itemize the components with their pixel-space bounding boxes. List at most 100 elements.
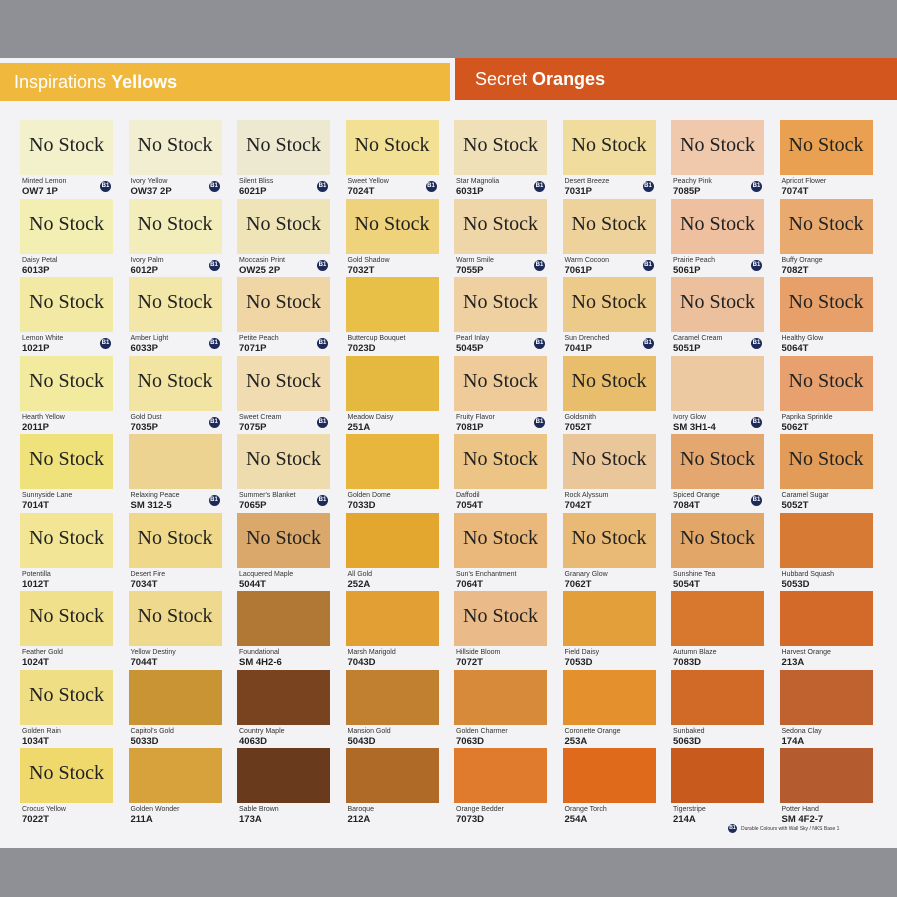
color-name: Marsh Marigold xyxy=(347,649,396,656)
swatch: No Stock xyxy=(454,355,547,411)
color-code: 5062T xyxy=(781,421,809,433)
stock-label: No Stock xyxy=(463,212,538,235)
color-name: Daffodil xyxy=(456,492,480,499)
color-code: 7085P xyxy=(673,186,701,197)
stock-label: No Stock xyxy=(680,134,755,156)
color-name: Golden Wonder xyxy=(130,806,180,813)
color-code: 251A xyxy=(347,421,371,433)
color-code: 7052T xyxy=(564,421,592,433)
color-code: 253A xyxy=(564,735,588,747)
swatch: No Stock xyxy=(779,198,873,254)
base-badge: B1 xyxy=(642,338,654,349)
swatch: No Stock xyxy=(562,198,656,254)
swatch xyxy=(454,748,547,803)
color-name: Desert Fire xyxy=(130,570,166,578)
color-code: 7044T xyxy=(130,657,158,668)
base-badge: B1 xyxy=(751,495,762,506)
stock-label: No Stock xyxy=(571,291,647,313)
color-name: Field Daisy xyxy=(564,649,600,656)
color-name: Summer's Blanket xyxy=(239,492,296,499)
stock-label: No Stock xyxy=(571,134,647,156)
color-code: 5063D xyxy=(673,735,701,747)
color-code: 214A xyxy=(673,814,696,825)
swatch: No Stock xyxy=(20,434,113,489)
color-name: Golden Dome xyxy=(347,492,391,499)
swatch: No Stock xyxy=(237,512,330,568)
swatch xyxy=(562,591,656,646)
stock-label: No Stock xyxy=(680,212,755,235)
footnote-text: Durable Colours with Wall Sky / NKS Base… xyxy=(741,826,840,832)
header-bold: Yellows xyxy=(111,72,178,92)
color-name: Golden Rain xyxy=(22,727,61,735)
color-code: 7031P xyxy=(564,186,592,197)
stock-label: No Stock xyxy=(246,448,321,470)
color-code: 7061P xyxy=(564,264,592,276)
color-name: Hubbard Squash xyxy=(781,570,835,578)
color-code: SM 312-5 xyxy=(130,500,172,511)
color-name: Ivory Palm xyxy=(130,256,164,264)
color-code: 7041P xyxy=(564,343,592,354)
color-name: Apricot Flower xyxy=(781,178,827,185)
color-name: Caramel Sugar xyxy=(781,492,829,499)
color-name: Sunshine Tea xyxy=(673,570,716,578)
swatch: No Stock xyxy=(671,198,764,254)
color-name: Relaxing Peace xyxy=(130,492,180,499)
header-yellows: Inspirations Yellows xyxy=(0,63,450,101)
color-name: Gold Shadow xyxy=(347,256,390,264)
color-name: Orange Torch xyxy=(564,806,607,813)
base-badge: B1 xyxy=(642,181,654,192)
color-name: Healthy Glow xyxy=(781,335,824,342)
stock-label: No Stock xyxy=(788,212,864,235)
color-code: 5043D xyxy=(347,735,376,747)
color-code: 5052T xyxy=(781,500,809,511)
color-code: 173A xyxy=(239,814,262,825)
swatch: No Stock xyxy=(128,512,222,568)
color-name: Autumn Blaze xyxy=(673,649,717,656)
color-name: Hearth Yellow xyxy=(22,413,65,421)
base-badge: B1 xyxy=(208,259,220,271)
color-code: 7023D xyxy=(347,343,376,354)
color-name: Warm Cocoon xyxy=(564,256,609,264)
stock-label: No Stock xyxy=(246,291,321,313)
base-badge: B1 xyxy=(100,338,111,349)
color-code: 6033P xyxy=(130,343,158,354)
swatch xyxy=(454,669,547,725)
color-code: 7063D xyxy=(456,735,484,747)
swatch: No Stock xyxy=(20,591,113,646)
color-name: Pearl Inlay xyxy=(456,335,490,342)
color-code: 7022T xyxy=(22,814,49,825)
swatch: No Stock xyxy=(20,120,113,175)
swatch: No Stock xyxy=(20,669,113,725)
stock-label: No Stock xyxy=(680,526,755,549)
swatch xyxy=(345,512,439,568)
color-code: 5064T xyxy=(781,343,809,354)
color-code: 7065P xyxy=(239,500,267,511)
base-badge: B1 xyxy=(208,338,220,349)
stock-label: No Stock xyxy=(246,526,321,549)
color-code: 7055P xyxy=(456,264,484,276)
color-name: Moccasin Print xyxy=(239,256,285,264)
color-code: 7071P xyxy=(239,343,267,354)
swatch: No Stock xyxy=(562,355,656,411)
base-badge: B1 xyxy=(317,259,328,271)
color-name: Yellow Destiny xyxy=(130,649,176,656)
color-name: Sun Drenched xyxy=(564,335,610,342)
color-code: 5045P xyxy=(456,343,484,354)
color-name: Warm Smile xyxy=(456,256,494,264)
color-code: 2011P xyxy=(22,421,49,433)
color-name: Fruity Flavor xyxy=(456,413,495,421)
swatch: No Stock xyxy=(454,120,547,175)
swatch: No Stock xyxy=(671,434,764,489)
swatch xyxy=(128,748,222,803)
swatch xyxy=(345,748,439,803)
swatch: No Stock xyxy=(779,120,873,175)
swatch: No Stock xyxy=(454,591,547,646)
stock-label: No Stock xyxy=(788,134,864,156)
color-code: 7062T xyxy=(564,578,592,590)
color-name: Petite Peach xyxy=(239,335,279,342)
header-light: Inspirations xyxy=(14,72,107,92)
swatch: No Stock xyxy=(128,277,222,332)
color-code: 7075P xyxy=(239,421,267,433)
color-code: 7081P xyxy=(456,421,484,433)
swatch: No Stock xyxy=(562,277,656,332)
